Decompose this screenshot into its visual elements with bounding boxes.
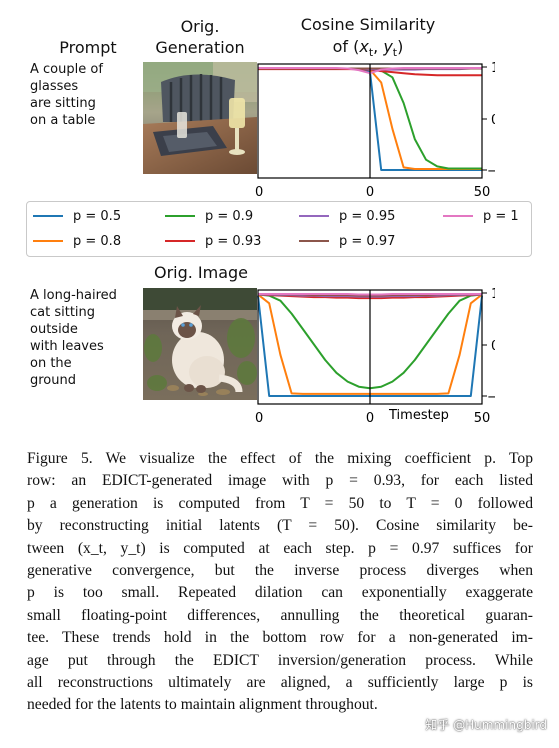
- legend-label: p = 1: [483, 208, 519, 224]
- legend-swatch: [299, 215, 329, 217]
- legend-label: p = 0.5: [73, 208, 122, 224]
- prompt-line: ground: [30, 373, 76, 388]
- ytick-label: −1: [487, 164, 495, 179]
- xtick-label: 0: [366, 185, 374, 200]
- legend-label: p = 0.8: [73, 233, 122, 249]
- caption-line: tee. These trends hold in the bottom row…: [27, 629, 533, 647]
- caption-line: by reconstructing initial latents (T = 5…: [27, 517, 533, 535]
- legend-swatch: [165, 215, 195, 217]
- legend-swatch: [33, 240, 63, 242]
- prompt-line: outside: [30, 322, 78, 337]
- plot-header-line1: Cosine Similarity: [300, 15, 436, 34]
- ytick-label: −1: [487, 390, 495, 405]
- orig-generation-header-line2: Generation: [155, 38, 245, 57]
- xaxis-label: Timestep: [388, 408, 449, 423]
- legend-swatch: [165, 240, 195, 242]
- caption-line: small floating-point differences, annull…: [27, 606, 533, 624]
- orig-generation-header-line1: Orig.: [180, 17, 220, 36]
- prompt-line: cat sitting: [30, 305, 96, 320]
- generated-image-glasses: [143, 62, 257, 174]
- legend: p = 0.5 p = 0.9 p = 0.95 p = 1 p = 0.8 p…: [26, 201, 532, 257]
- prompt-text-row2: A long-haired cat sitting outside with l…: [30, 287, 140, 389]
- figure-caption: Figure 5. We visualize the effect of the…: [27, 448, 533, 717]
- prompt-line: on a table: [30, 113, 96, 128]
- xtick-label: 50: [474, 411, 491, 426]
- caption-line: Figure 5. We visualize the effect of the…: [27, 450, 533, 467]
- prompt-text-row1: A couple of glasses are sitting on a tab…: [30, 61, 140, 129]
- legend-item-p097: p = 0.97: [299, 231, 395, 251]
- xtick-label: 50: [255, 185, 263, 200]
- orig-image-header: Orig. Image: [153, 263, 249, 282]
- caption-line: p a generation is computed from T = 50 t…: [27, 494, 533, 512]
- legend-swatch: [299, 240, 329, 242]
- prompt-line: on the: [30, 356, 72, 371]
- legend-label: p = 0.93: [205, 233, 262, 249]
- ytick-label: 1: [491, 287, 495, 302]
- caption-line: p is too small. Repeated dilation can ex…: [27, 584, 533, 602]
- caption-line: needed for the latents to maintain align…: [27, 696, 378, 714]
- prompt-line: are sitting: [30, 96, 96, 111]
- prompt-line: A long-haired: [30, 288, 117, 303]
- ytick-label: 0: [491, 339, 495, 354]
- original-image-cat: [143, 288, 257, 400]
- caption-line: row: an EDICT-generated image with p = 0…: [27, 472, 533, 490]
- legend-swatch: [33, 215, 63, 217]
- prompt-line: with leaves: [30, 339, 104, 354]
- caption-line: all reconstructions ultimately are align…: [27, 674, 533, 692]
- caption-line: age put through the EDICT inversion/gene…: [27, 651, 533, 669]
- cosine-similarity-plot-row2: 1 0 −1 50 0 50 Timestep: [255, 287, 495, 426]
- prompt-line: A couple of: [30, 62, 103, 77]
- legend-swatch: [443, 215, 473, 217]
- watermark: 知乎 @Hummingbird: [425, 718, 547, 732]
- legend-label: p = 0.97: [339, 233, 396, 249]
- caption-line: tween (x_t, y_t) is computed at each ste…: [27, 539, 533, 557]
- plot-header-line2: of (xt, yt): [332, 37, 404, 60]
- legend-item-p1: p = 1: [443, 206, 519, 226]
- prompt-line: glasses: [30, 79, 79, 94]
- ytick-label: 1: [491, 61, 495, 76]
- xtick-label: 0: [366, 411, 374, 426]
- legend-item-p093: p = 0.93: [165, 231, 261, 251]
- photo-cat-icon: [143, 288, 257, 400]
- legend-item-p095: p = 0.95: [299, 206, 395, 226]
- cosine-similarity-plot-row1: 1 0 −1 50 0 50: [255, 61, 495, 200]
- legend-item-p09: p = 0.9: [165, 206, 253, 226]
- ytick-label: 0: [491, 113, 495, 128]
- prompt-header: Prompt: [59, 38, 117, 57]
- xtick-label: 50: [255, 411, 263, 426]
- photo-glasses-icon: [143, 62, 257, 174]
- legend-label: p = 0.9: [205, 208, 254, 224]
- legend-item-p08: p = 0.8: [33, 231, 121, 251]
- xtick-label: 50: [474, 185, 491, 200]
- caption-line: generative convergence, but the inverse …: [27, 562, 533, 580]
- legend-item-p05: p = 0.5: [33, 206, 121, 226]
- legend-label: p = 0.95: [339, 208, 396, 224]
